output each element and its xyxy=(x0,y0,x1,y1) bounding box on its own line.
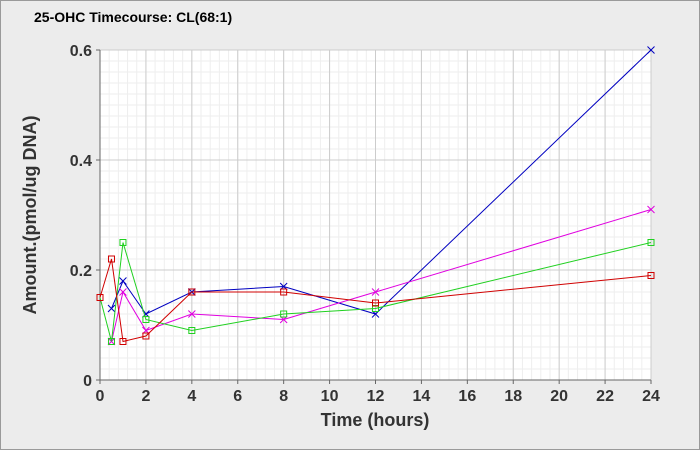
x-tick-label: 22 xyxy=(596,388,614,405)
data-point xyxy=(119,239,127,246)
series-line xyxy=(99,242,652,342)
x-tick-label: 12 xyxy=(367,388,385,405)
x-axis-label: Time (hours) xyxy=(321,410,430,430)
x-tick-label: 14 xyxy=(413,388,431,405)
data-point xyxy=(647,205,655,214)
series-line xyxy=(99,258,652,343)
series-3 xyxy=(96,255,655,345)
marker-stroke xyxy=(119,288,127,296)
data-point xyxy=(96,294,104,301)
data-point xyxy=(107,338,115,345)
y-tick-label: 0.2 xyxy=(70,263,92,280)
data-point xyxy=(372,299,379,307)
y-tick-label: 0.4 xyxy=(70,153,92,170)
data-point xyxy=(119,277,127,285)
data-point xyxy=(371,288,380,296)
x-tick-label: 6 xyxy=(233,388,242,405)
x-tick-label: 20 xyxy=(550,388,568,405)
marker-stroke xyxy=(107,304,116,313)
data-point xyxy=(119,288,127,296)
y-tick-label: 0 xyxy=(83,373,92,390)
marker-stroke xyxy=(371,288,380,296)
marker-stroke xyxy=(187,310,196,318)
x-tick-label: 2 xyxy=(141,388,150,405)
data-point xyxy=(187,310,196,318)
x-tick-label: 4 xyxy=(187,388,196,405)
x-tick-label: 24 xyxy=(642,388,660,405)
data-point xyxy=(280,288,288,296)
data-point xyxy=(188,327,196,334)
data-point xyxy=(119,338,127,345)
marker-stroke xyxy=(647,46,655,54)
y-axis-label: Amount.(pmol/ug DNA) xyxy=(20,116,40,315)
marker-stroke xyxy=(647,205,655,214)
y-tick-label: 0.6 xyxy=(70,43,92,60)
data-point xyxy=(280,310,288,318)
data-point xyxy=(647,46,655,54)
marker-stroke xyxy=(119,277,127,285)
data-point xyxy=(647,239,655,246)
x-tick-label: 16 xyxy=(458,388,476,405)
x-tick-label: 10 xyxy=(321,388,339,405)
x-tick-label: 8 xyxy=(279,388,288,405)
data-point xyxy=(142,316,150,323)
data-point xyxy=(107,255,115,263)
data-point xyxy=(107,304,116,313)
series-2 xyxy=(96,239,655,345)
x-tick-label: 0 xyxy=(96,388,105,405)
chart-title: 25-OHC Timecourse: CL(68:1) xyxy=(34,9,232,25)
data-point xyxy=(647,272,655,279)
data-point xyxy=(188,288,196,296)
axes xyxy=(96,49,652,384)
x-tick-label: 18 xyxy=(504,388,522,405)
data-series xyxy=(96,46,655,346)
data-point xyxy=(142,332,150,340)
